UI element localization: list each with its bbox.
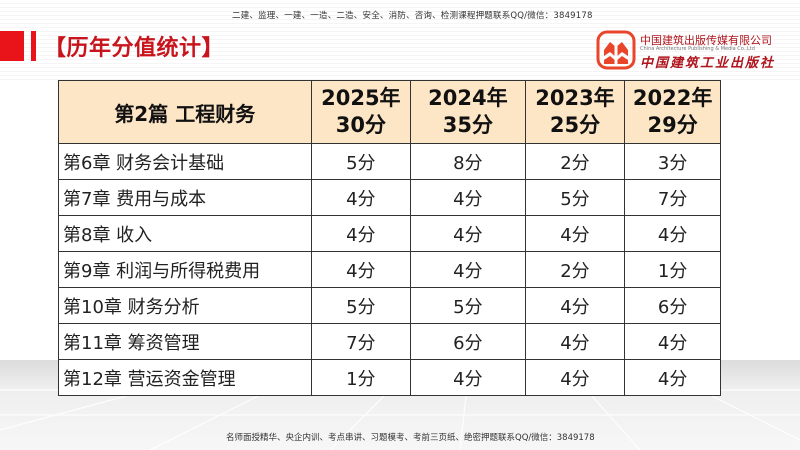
score-cell: 4分 [410,251,526,288]
china-architecture-publishing-logo-icon [596,30,636,70]
year-total: 35分 [442,113,494,137]
year-label: 2024年 [428,86,508,110]
publisher-name-cn: 中国建筑出版传媒有限公司 [640,34,772,47]
year-total: 25分 [549,113,601,137]
score-cell: 5分 [524,179,626,216]
year-label: 2025年 [321,86,401,110]
score-cell: 7分 [310,323,412,360]
year-label: 2023年 [535,86,615,110]
table-row: 第12章 营运资金管理 1分 4分 4分 4分 [58,359,721,396]
table-header-row: 第2篇 工程财务 2025年 30分 2024年 35分 2023年 25分 2022… [58,80,721,144]
year-header-2023: 2023年 25分 [524,80,626,144]
score-cell: 4分 [410,359,526,396]
chapter-name: 第10章 财务分析 [58,287,312,324]
chapter-name: 第8章 收入 [58,215,312,252]
score-cell: 4分 [624,215,721,252]
title-accent-bar [31,31,36,61]
score-cell: 4分 [310,179,412,216]
publisher-name-en: China Architecture Publishing & Media Co… [640,46,755,52]
contact-note-bottom: 名师面授精华、央企内训、考点串讲、习题模考、考前三页纸、绝密押题联系QQ/微信：… [226,433,595,443]
contact-note-top: 二建、监理、一建、一造、二造、安全、消防、咨询、检测课程押题联系QQ/微信：38… [232,11,593,21]
score-cell: 4分 [624,323,721,360]
table-row: 第11章 筹资管理 7分 6分 4分 4分 [58,323,721,360]
score-cell: 2分 [524,143,626,180]
score-cell: 4分 [524,359,626,396]
year-total: 29分 [647,113,698,137]
publisher-name-calligraphy: 中国建筑工业出版社 [640,56,776,71]
score-cell: 2分 [524,251,626,288]
score-cell: 8分 [410,143,526,180]
chapter-name: 第11章 筹资管理 [58,323,312,360]
header-background-stripes [0,0,800,80]
year-header-2024: 2024年 35分 [410,80,526,144]
score-cell: 4分 [310,251,412,288]
table-row: 第9章 利润与所得税费用 4分 4分 2分 1分 [58,251,721,288]
chapter-name: 第7章 费用与成本 [58,179,312,216]
score-cell: 7分 [624,179,721,216]
score-cell: 5分 [310,143,412,180]
score-statistics-table: 第2篇 工程财务 2025年 30分 2024年 35分 2023年 25分 2022… [58,80,721,396]
chapter-name: 第6章 财务会计基础 [58,143,312,180]
section-title-cell: 第2篇 工程财务 [58,80,312,144]
score-cell: 4分 [524,323,626,360]
table-row: 第6章 财务会计基础 5分 8分 2分 3分 [58,143,721,180]
year-total: 30分 [335,113,386,137]
score-cell: 1分 [624,251,721,288]
score-cell: 5分 [410,287,526,324]
table-row: 第10章 财务分析 5分 5分 4分 6分 [58,287,721,324]
score-cell: 4分 [524,215,626,252]
score-cell: 4分 [310,215,412,252]
score-cell: 4分 [624,359,721,396]
score-cell: 6分 [624,287,721,324]
title-accent-block [0,31,24,61]
score-cell: 1分 [310,359,412,396]
table-row: 第7章 费用与成本 4分 4分 5分 7分 [58,179,721,216]
page-title: 【历年分值统计】 [44,36,225,61]
score-cell: 3分 [624,143,721,180]
year-label: 2022年 [632,86,713,110]
chapter-name: 第9章 利润与所得税费用 [58,251,312,288]
chapter-name: 第12章 营运资金管理 [58,359,312,396]
score-cell: 4分 [524,287,626,324]
table-row: 第8章 收入 4分 4分 4分 4分 [58,215,721,252]
score-cell: 4分 [410,179,526,216]
year-header-2022: 2022年 29分 [624,80,721,144]
score-cell: 6分 [410,323,526,360]
score-cell: 4分 [410,215,526,252]
year-header-2025: 2025年 30分 [310,80,412,144]
score-cell: 5分 [310,287,412,324]
